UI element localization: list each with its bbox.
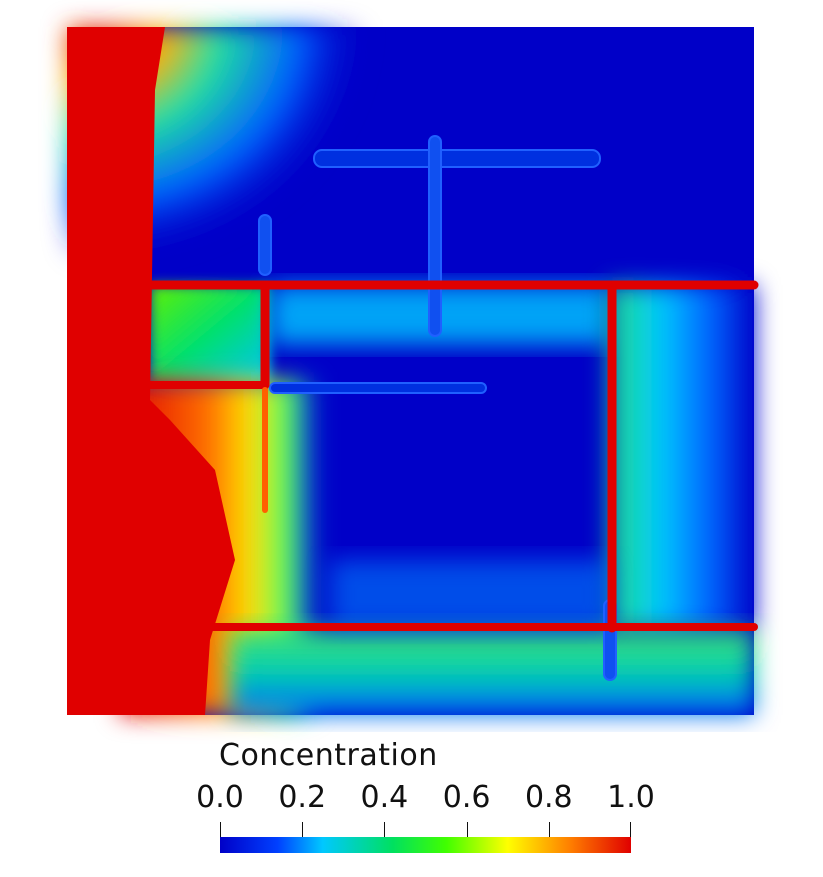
glow-right-region [610, 285, 754, 630]
fracture-stub-upper [258, 214, 272, 276]
colorbar-tick-label: 0.2 [278, 780, 327, 815]
fracture-network [108, 88, 759, 633]
colorbar-tick-label: 0.4 [360, 780, 409, 815]
colorbar-tick-mark [302, 822, 304, 846]
colorbar-tick-label: 0.8 [524, 780, 573, 815]
colorbar-tick-label: 1.0 [607, 780, 655, 815]
colorbar-tick-mark [384, 822, 386, 846]
colorbar-title: Concentration [219, 738, 438, 773]
colorbar-tick-label: 0.6 [442, 780, 491, 815]
inlet-extension [147, 27, 235, 715]
inlet-region [67, 27, 147, 715]
colorbar-tick-mark [630, 822, 631, 846]
glow-inner-box [150, 285, 270, 385]
colorbar-tick-mark [220, 822, 221, 846]
concentration-field [67, 27, 759, 715]
fracture-inactive-top [313, 149, 601, 168]
colorbar-tick-label: 0.0 [196, 780, 244, 815]
fracture-inactive-mid [269, 382, 487, 394]
colorbar-tick-mark [548, 822, 550, 846]
colorbar-gradient [220, 837, 631, 853]
colorbar [220, 837, 631, 853]
fracture-inactive-vertical [428, 135, 442, 337]
glow-lower-corridor [330, 560, 610, 630]
colorbar-tick-mark [466, 822, 468, 846]
glow-bottom-band [230, 630, 754, 715]
